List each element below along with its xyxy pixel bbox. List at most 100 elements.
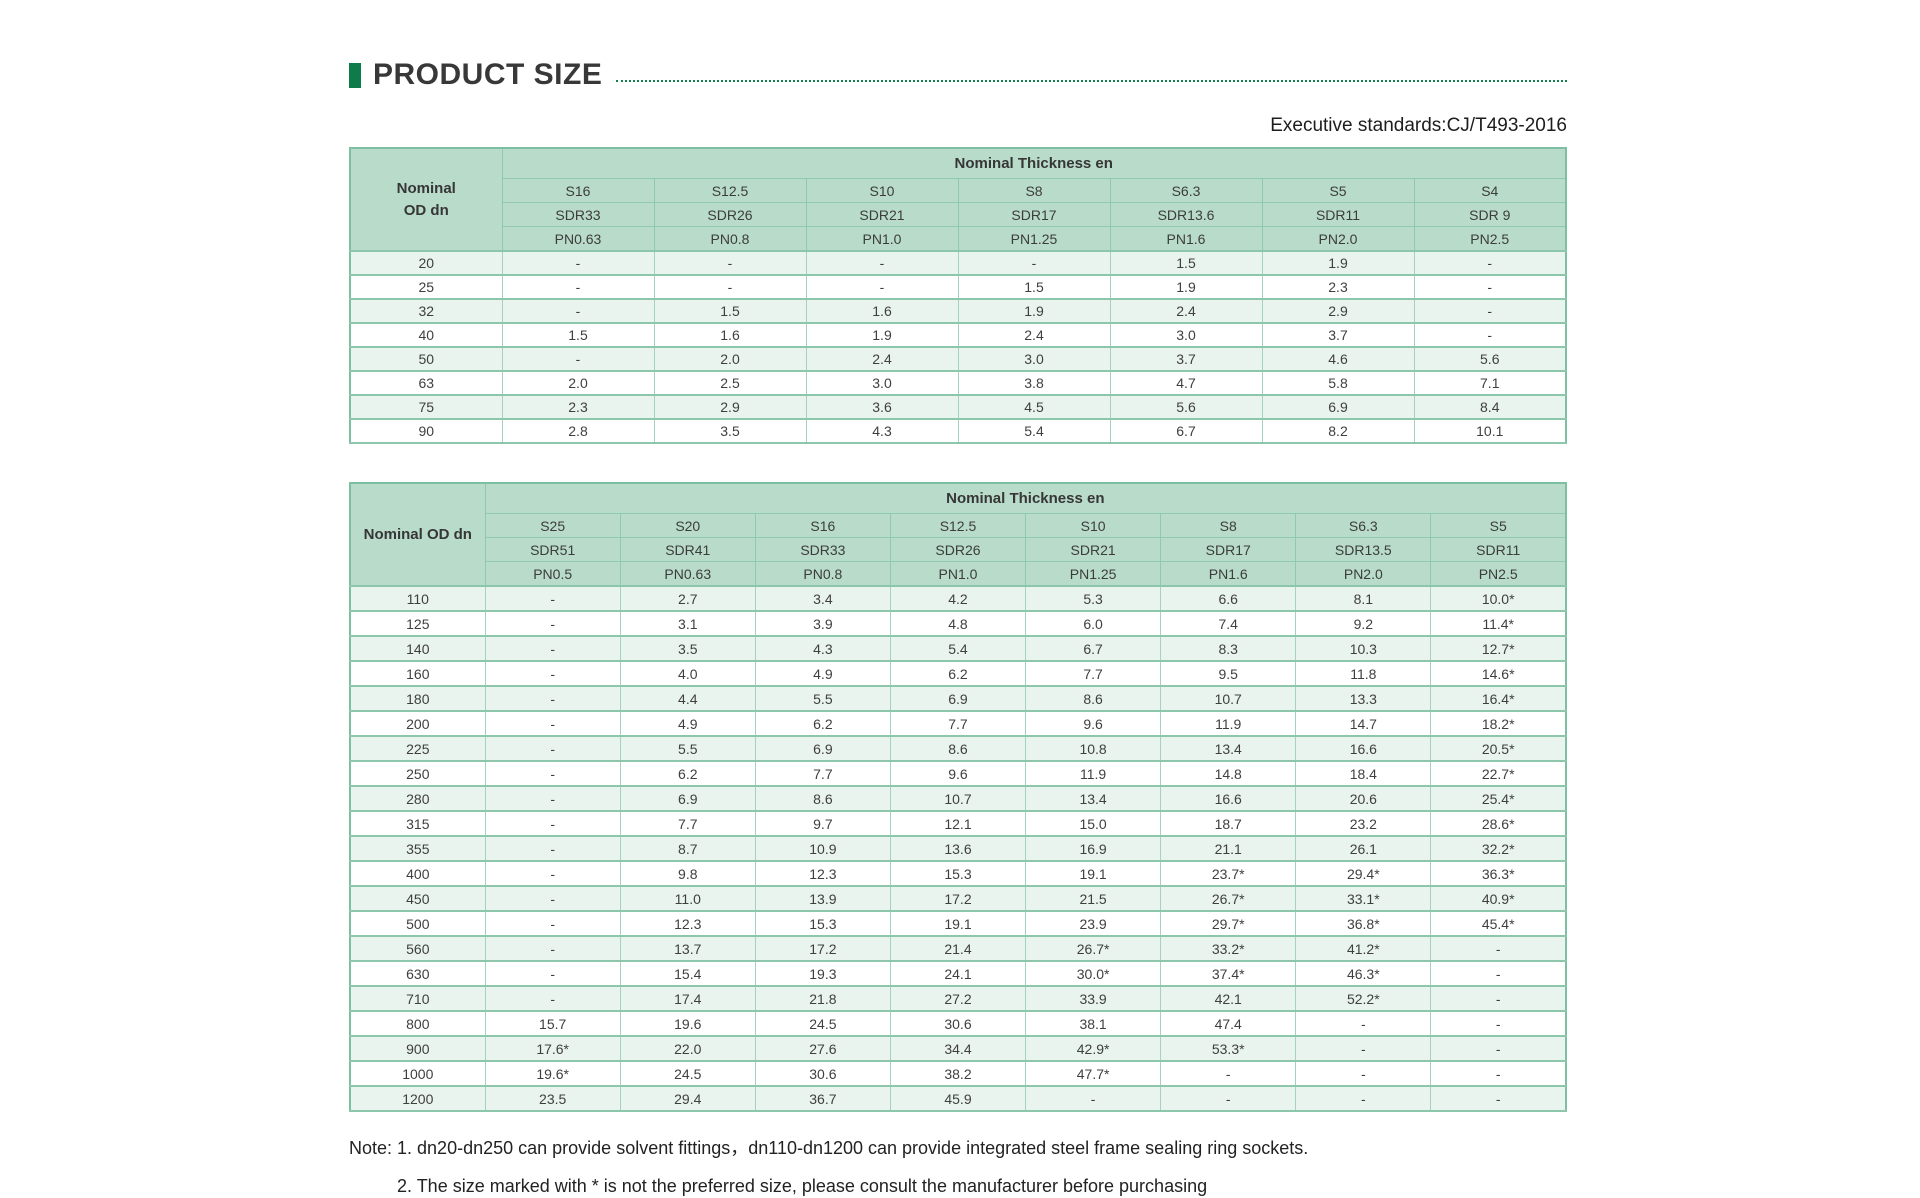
table-row: 90 2.8 3.5 4.3 5.4 6.7 8.2 10.1	[349, 418, 1567, 444]
thickness-value-cell: 45.4*	[1430, 910, 1567, 937]
thickness-value-cell: 33.1*	[1295, 885, 1432, 912]
pn-header-cell: PN1.6	[1160, 561, 1297, 587]
sdr-header-cell: SDR11	[1430, 537, 1567, 562]
thickness-value-cell: -	[501, 346, 655, 372]
row-label-cell: 900	[349, 1035, 486, 1062]
thickness-value-cell: -	[484, 735, 621, 762]
thickness-value-cell: 15.4	[619, 960, 756, 987]
thickness-value-cell: 4.0	[619, 660, 756, 687]
thickness-value-cell: 13.4	[1160, 735, 1297, 762]
table-row: 50-2.0 2.4 3.0 3.7 4.6 5.6	[349, 346, 1567, 372]
thickness-value-cell: 33.9	[1025, 985, 1162, 1012]
thickness-value-cell: -	[1160, 1085, 1297, 1112]
title-accent-bar	[349, 62, 361, 88]
thickness-value-cell: -	[484, 935, 621, 962]
section-header: PRODUCT SIZE	[349, 58, 1567, 91]
s-header-cell: S4	[1413, 178, 1567, 203]
thickness-value-cell: 15.3	[754, 910, 891, 937]
row-label-cell: 110	[349, 585, 486, 612]
thickness-value-cell: 32.2*	[1430, 835, 1567, 862]
thickness-value-cell: -	[1413, 274, 1567, 300]
thickness-value-cell: -	[484, 585, 621, 612]
thickness-value-cell: 52.2*	[1295, 985, 1432, 1012]
s-header-cell: S8	[957, 178, 1111, 203]
sdr-header-cell: SDR11	[1261, 202, 1415, 227]
thickness-value-cell: 5.4	[957, 418, 1111, 444]
thickness-value-cell: -	[1430, 935, 1567, 962]
thickness-value-cell: 15.0	[1025, 810, 1162, 837]
header-row-sdr: SDR33 SDR26 SDR21 SDR17 SDR13.6 SDR11 SDR 9	[350, 202, 1567, 227]
thickness-value-cell: -	[484, 610, 621, 637]
sdr-header-cell: SDR26	[889, 537, 1027, 562]
thickness-value-cell: -	[1295, 1060, 1432, 1087]
thickness-value-cell: 24.5	[619, 1060, 756, 1087]
thickness-value-cell: 19.3	[754, 960, 891, 987]
size-table-dn110-1200: Nominal OD dn Nominal Thickness en S25 S20 S…	[349, 482, 1567, 1112]
thickness-value-cell: 10.9	[754, 835, 891, 862]
thickness-value-cell: 7.7	[619, 810, 756, 837]
thickness-value-cell: 38.2	[889, 1060, 1027, 1087]
thickness-value-cell: 47.4	[1160, 1010, 1297, 1037]
thickness-value-cell: 4.9	[619, 710, 756, 737]
table-row: 500-12.3 15.3 19.1 23.9 29.7* 36.8* 45.4*	[349, 910, 1567, 937]
thickness-value-cell: 1.6	[805, 298, 959, 324]
s-header-cell: S5	[1261, 178, 1415, 203]
pn-header-cell: PN0.8	[754, 561, 891, 587]
thickness-value-cell: 45.9	[889, 1085, 1027, 1112]
note-line-1: Note: 1. dn20-dn250 can provide solvent …	[349, 1138, 1309, 1158]
thickness-value-cell: 5.8	[1261, 370, 1415, 396]
thickness-value-cell: 21.8	[754, 985, 891, 1012]
table-row: 110-2.7 3.4 4.2 5.3 6.6 8.1 10.0*	[349, 585, 1567, 612]
thickness-value-cell: 29.4	[619, 1085, 756, 1112]
content-area: PRODUCT SIZE Executive standards:CJ/T493…	[349, 0, 1567, 1198]
thickness-value-cell: 1.6	[653, 322, 807, 348]
thickness-value-cell: 3.0	[957, 346, 1111, 372]
thickness-value-cell: 25.4*	[1430, 785, 1567, 812]
thickness-value-cell: 22.0	[619, 1035, 756, 1062]
table-row: 20- - - -1.5 1.9-	[349, 250, 1567, 276]
thickness-value-cell: 1.5	[501, 322, 655, 348]
thickness-value-cell: -	[805, 250, 959, 276]
table-row: 450-11.0 13.9 17.2 21.5 26.7* 33.1* 40.9*	[349, 885, 1567, 912]
thickness-value-cell: 9.6	[1025, 710, 1162, 737]
row-label-cell: 710	[349, 985, 486, 1012]
thickness-value-cell: 9.2	[1295, 610, 1432, 637]
row-label-cell: 40	[349, 322, 503, 348]
s-header-cell: S20	[619, 513, 756, 538]
thickness-value-cell: 2.7	[619, 585, 756, 612]
table-row: 560-13.7 17.2 21.4 26.7* 33.2* 41.2* -	[349, 935, 1567, 962]
row-label-cell: 500	[349, 910, 486, 937]
row-label-cell: 90	[349, 418, 503, 444]
thickness-value-cell: 5.6	[1413, 346, 1567, 372]
table-row: 200-4.9 6.2 7.7 9.6 11.9 14.7 18.2*	[349, 710, 1567, 737]
row-label-cell: 200	[349, 710, 486, 737]
sdr-header-cell: SDR51	[484, 537, 621, 562]
thickness-value-cell: 19.1	[1025, 860, 1162, 887]
thickness-value-cell: 9.7	[754, 810, 891, 837]
thickness-value-cell: 6.7	[1025, 635, 1162, 662]
thickness-value-cell: -	[1413, 322, 1567, 348]
table-row: 280-6.9 8.6 10.7 13.4 16.6 20.6 25.4*	[349, 785, 1567, 812]
thickness-value-cell: 23.5	[484, 1085, 621, 1112]
row-header-cell: Nominal OD dn	[349, 482, 486, 587]
thickness-span-cell: Nominal Thickness en	[484, 482, 1567, 514]
thickness-value-cell: 17.6*	[484, 1035, 621, 1062]
table-row: 125-3.1 3.9 4.8 6.0 7.4 9.2 11.4*	[349, 610, 1567, 637]
thickness-value-cell: 10.8	[1025, 735, 1162, 762]
thickness-value-cell: 14.7	[1295, 710, 1432, 737]
thickness-value-cell: 19.6	[619, 1010, 756, 1037]
thickness-value-cell: -	[484, 660, 621, 687]
thickness-value-cell: -	[1025, 1085, 1162, 1112]
thickness-value-cell: -	[1430, 1060, 1567, 1087]
thickness-value-cell: 17.2	[754, 935, 891, 962]
thickness-value-cell: 8.6	[889, 735, 1027, 762]
thickness-value-cell: 1.9	[805, 322, 959, 348]
thickness-value-cell: 5.3	[1025, 585, 1162, 612]
page-title: PRODUCT SIZE	[373, 58, 603, 91]
thickness-value-cell: 10.7	[889, 785, 1027, 812]
thickness-value-cell: -	[484, 835, 621, 862]
sdr-header-cell: SDR17	[1160, 537, 1297, 562]
thickness-value-cell: -	[1430, 985, 1567, 1012]
thickness-value-cell: -	[501, 250, 655, 276]
thickness-value-cell: 7.7	[889, 710, 1027, 737]
